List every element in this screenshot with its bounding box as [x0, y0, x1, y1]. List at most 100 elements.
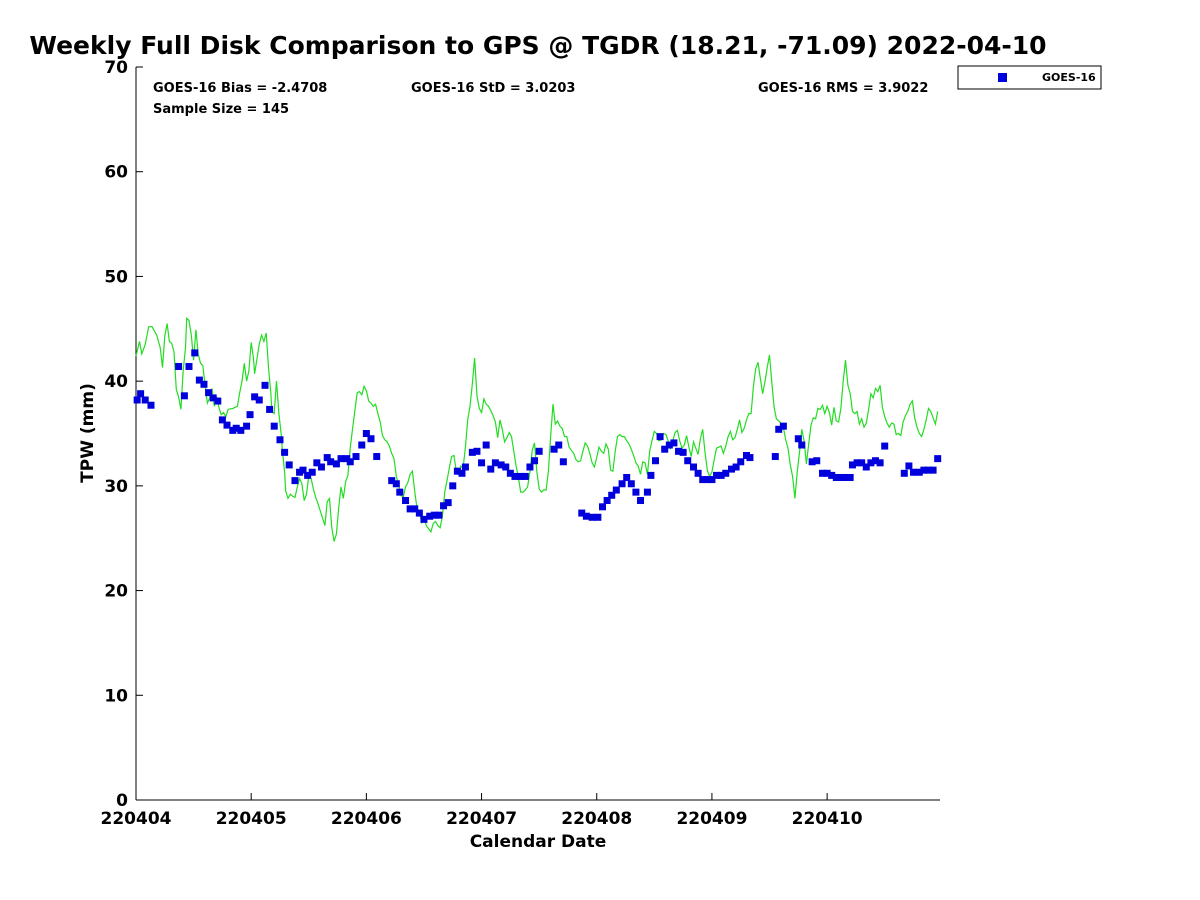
goes-16-point	[358, 441, 366, 449]
x-tick-label: 220407	[446, 809, 517, 829]
goes-16-point	[453, 467, 461, 475]
goes-16-point	[444, 499, 452, 507]
goes-16-point	[732, 463, 740, 471]
y-tick-label: 0	[116, 791, 128, 811]
goes-16-point	[214, 397, 222, 405]
goes-16-point	[440, 502, 448, 510]
goes-16-point	[281, 448, 289, 456]
goes-16-point	[291, 477, 299, 485]
goes-16-point	[819, 469, 827, 477]
goes-16-point	[367, 435, 375, 443]
goes-16-point	[905, 462, 913, 470]
goes-16-point	[502, 463, 510, 471]
goes-16-series	[133, 349, 942, 523]
goes-16-point	[420, 515, 428, 523]
goes-16-point	[603, 497, 611, 505]
goes-16-point	[694, 469, 702, 477]
goes-16-point	[491, 459, 499, 467]
goes-16-point	[623, 473, 631, 481]
goes-16-point	[449, 482, 457, 490]
goes-16-point	[867, 459, 875, 467]
goes-16-point	[848, 461, 856, 469]
goes-16-point	[813, 457, 821, 465]
goes-16-point	[832, 473, 840, 481]
goes-16-point	[690, 463, 698, 471]
goes-16-point	[842, 473, 850, 481]
y-tick-label: 50	[104, 267, 128, 287]
y-tick-label: 30	[104, 477, 128, 497]
goes-16-point	[594, 513, 602, 521]
goes-16-point	[482, 441, 490, 449]
goes-16-point	[511, 472, 519, 480]
goes-16-point	[853, 459, 861, 467]
goes-16-point	[771, 453, 779, 461]
goes-16-point	[223, 421, 231, 429]
y-tick-label: 40	[104, 372, 128, 392]
goes-16-point	[327, 458, 335, 466]
goes-16-point	[708, 476, 716, 484]
goes-16-point	[468, 448, 476, 456]
goes-16-point	[141, 396, 149, 404]
goes-16-point	[133, 396, 141, 404]
goes-16-point	[147, 401, 155, 409]
x-tick-label: 220406	[331, 809, 402, 829]
goes-16-point	[411, 505, 419, 513]
goes-16-point	[461, 463, 469, 471]
x-tick-label: 220405	[216, 809, 287, 829]
goes-16-point	[478, 459, 486, 467]
goes-16-point	[205, 389, 213, 397]
goes-16-point	[862, 463, 870, 471]
goes-16-point	[737, 458, 745, 466]
goes-16-point	[251, 393, 259, 401]
goes-16-point	[684, 457, 692, 465]
goes-16-point	[362, 430, 370, 437]
goes-16-point	[728, 465, 736, 473]
plot-area	[135, 67, 940, 801]
goes-16-point	[900, 469, 908, 477]
rms-stat: GOES-16 RMS = 3.9022	[758, 81, 928, 96]
goes-16-point	[276, 436, 284, 444]
goes-16-point	[285, 461, 293, 469]
goes-16-point	[915, 468, 923, 476]
goes-16-point	[506, 469, 514, 477]
goes-16-point	[200, 380, 208, 388]
goes-16-point	[337, 455, 345, 463]
goes-16-point	[647, 471, 655, 479]
goes-16-point	[794, 435, 802, 443]
y-axis-label: TPW (mm)	[78, 383, 98, 483]
goes-16-point	[175, 362, 183, 370]
goes-16-point	[699, 476, 707, 484]
goes-16-point	[308, 468, 316, 476]
x-ticks: 220404 220405 220406 220407 220408 220409 2204…	[101, 793, 863, 829]
goes-16-point	[559, 458, 567, 466]
goes-16-point	[846, 473, 854, 481]
goes-16-point	[243, 422, 251, 430]
goes-16-point	[261, 381, 269, 389]
goes-16-point	[526, 463, 534, 471]
goes-16-point	[255, 396, 263, 404]
goes-16-point	[929, 466, 937, 474]
goes-16-point	[578, 509, 586, 517]
legend-marker-goes-16	[998, 73, 1007, 82]
y-ticks: 0 10 20 30 40 50 60 70	[104, 58, 143, 811]
goes-16-point	[924, 466, 932, 474]
goes-16-point	[920, 466, 928, 474]
goes-16-point	[618, 480, 626, 488]
goes-16-point	[582, 512, 590, 520]
legend-box	[957, 65, 1102, 90]
goes-16-point	[910, 468, 918, 476]
y-tick-label: 20	[104, 582, 128, 602]
goes-16-point	[517, 472, 525, 480]
goes-16-point	[415, 509, 423, 517]
goes-16-point	[651, 457, 659, 465]
goes-16-point	[246, 411, 254, 419]
goes-16-point	[722, 469, 730, 477]
goes-16-point	[627, 480, 635, 488]
goes-16-point	[195, 376, 203, 384]
legend: GOES-16	[957, 65, 1102, 90]
goes-16-point	[535, 447, 543, 455]
goes-16-point	[779, 422, 787, 430]
goes-16-point	[388, 477, 396, 485]
goes-16-point	[881, 442, 889, 450]
